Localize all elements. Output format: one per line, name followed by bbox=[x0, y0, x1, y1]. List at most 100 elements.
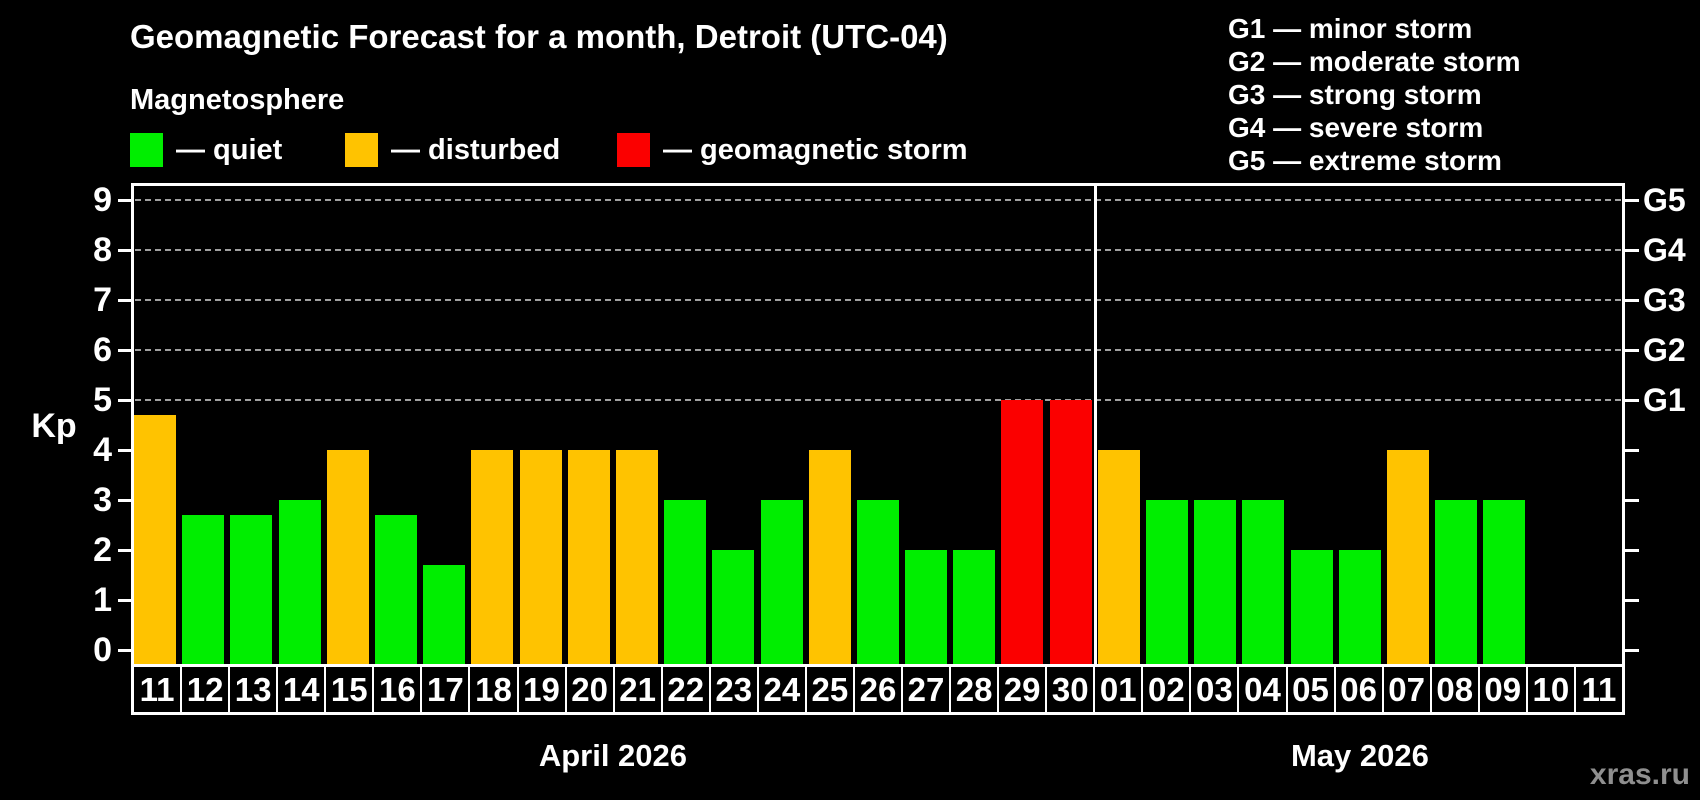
y-tick-right-6 bbox=[1625, 349, 1639, 352]
day-cell-30: 30 bbox=[1047, 667, 1096, 712]
gridline-kp5 bbox=[135, 399, 1621, 401]
g-scale-label-G5: G5 bbox=[1643, 182, 1686, 218]
y-tick-label-4: 4 bbox=[93, 431, 112, 469]
day-cell-16: 16 bbox=[374, 667, 423, 712]
day-cell-02: 02 bbox=[1143, 667, 1192, 712]
day-cell-27: 27 bbox=[903, 667, 952, 712]
bar-day-19 bbox=[520, 450, 562, 664]
bar-day-05 bbox=[1291, 550, 1333, 664]
plot-border bbox=[131, 183, 1625, 667]
y-tick-left-6 bbox=[118, 349, 131, 352]
y-tick-left-2 bbox=[118, 549, 131, 552]
bar-day-29 bbox=[1001, 400, 1043, 664]
storm-scale-legend: G1 — minor storm G2 — moderate storm G3 — … bbox=[1228, 12, 1521, 177]
day-cell-21: 21 bbox=[615, 667, 663, 712]
day-cell-12: 12 bbox=[182, 667, 231, 712]
bar-day-16 bbox=[375, 515, 417, 664]
bar-day-24 bbox=[761, 500, 803, 664]
day-cell-15: 15 bbox=[326, 667, 375, 712]
bar-day-02 bbox=[1146, 500, 1188, 664]
storm-scale-line: G1 — minor storm bbox=[1228, 13, 1473, 44]
bar-day-09 bbox=[1483, 500, 1525, 664]
day-cell-07: 07 bbox=[1384, 667, 1432, 712]
day-cell-26: 26 bbox=[855, 667, 903, 712]
chart-title: Geomagnetic Forecast for a month, Detroi… bbox=[130, 18, 948, 55]
y-tick-right-3 bbox=[1625, 499, 1639, 502]
y-tick-label-8: 8 bbox=[93, 231, 112, 269]
bar-day-22 bbox=[664, 500, 706, 664]
month-divider bbox=[1094, 183, 1097, 664]
y-tick-right-1 bbox=[1625, 599, 1639, 602]
g-scale-label-G4: G4 bbox=[1643, 232, 1686, 268]
bar-day-26 bbox=[857, 500, 899, 664]
bar-day-25 bbox=[809, 450, 851, 664]
gridline-kp8 bbox=[135, 249, 1621, 251]
day-cell-17: 17 bbox=[422, 667, 471, 712]
storm-scale-line: G5 — extreme storm bbox=[1228, 145, 1502, 176]
y-tick-label-9: 9 bbox=[93, 181, 112, 219]
watermark: xras.ru bbox=[1589, 758, 1690, 791]
g-scale-label-G2: G2 bbox=[1643, 332, 1686, 368]
g-scale-label-G1: G1 bbox=[1643, 382, 1686, 418]
y-tick-right-4 bbox=[1625, 449, 1639, 452]
storm-scale-line: G2 — moderate storm bbox=[1228, 46, 1521, 77]
bar-day-07 bbox=[1387, 450, 1429, 664]
day-cell-28: 28 bbox=[951, 667, 1000, 712]
bar-day-06 bbox=[1339, 550, 1381, 664]
bar-day-12 bbox=[182, 515, 224, 664]
y-tick-left-7 bbox=[118, 299, 131, 302]
day-cell-14: 14 bbox=[278, 667, 327, 712]
bar-day-30 bbox=[1050, 400, 1092, 664]
y-tick-right-8 bbox=[1625, 249, 1639, 252]
bar-day-04 bbox=[1242, 500, 1284, 664]
legend-label-disturbed: — disturbed bbox=[391, 134, 561, 166]
bar-day-28 bbox=[953, 550, 995, 664]
y-tick-left-5 bbox=[118, 399, 131, 402]
day-cell-11: 11 bbox=[1581, 671, 1617, 708]
gridline-kp9 bbox=[135, 199, 1621, 201]
kp-axis-label: Kp bbox=[31, 407, 77, 445]
chart-subtitle: Magnetosphere bbox=[130, 84, 345, 116]
y-tick-label-0: 0 bbox=[93, 631, 112, 669]
y-tick-label-3: 3 bbox=[93, 481, 112, 519]
storm-scale-line: G4 — severe storm bbox=[1228, 112, 1484, 143]
day-cell-11: 11 bbox=[134, 667, 183, 712]
gridline-kp7 bbox=[135, 299, 1621, 301]
bar-day-18 bbox=[471, 450, 513, 664]
day-cell-29: 29 bbox=[999, 667, 1048, 712]
bar-day-13 bbox=[230, 515, 272, 664]
legend-label-storm: — geomagnetic storm bbox=[663, 134, 968, 166]
month-label: April 2026 bbox=[538, 738, 688, 773]
day-cell-25: 25 bbox=[807, 667, 855, 712]
bar-day-08 bbox=[1435, 500, 1477, 664]
y-tick-label-5: 5 bbox=[93, 381, 112, 419]
bar-day-17 bbox=[423, 565, 465, 664]
y-tick-label-1: 1 bbox=[93, 581, 112, 619]
day-cell-23: 23 bbox=[711, 667, 759, 712]
day-cell-10: 10 bbox=[1528, 667, 1576, 712]
y-tick-left-8 bbox=[118, 249, 131, 252]
bar-day-23 bbox=[712, 550, 754, 664]
day-cell-06: 06 bbox=[1336, 667, 1384, 712]
storm-scale-line: G3 — strong storm bbox=[1228, 79, 1482, 110]
day-cell-04: 04 bbox=[1239, 667, 1288, 712]
g-scale-label-G3: G3 bbox=[1643, 282, 1686, 318]
day-cell-03: 03 bbox=[1191, 667, 1240, 712]
y-tick-right-7 bbox=[1625, 299, 1639, 302]
day-cell-24: 24 bbox=[759, 667, 807, 712]
legend-label-quiet: — quiet bbox=[176, 134, 283, 166]
month-label: May 2026 bbox=[1290, 738, 1429, 773]
y-tick-left-3 bbox=[118, 499, 131, 502]
bar-day-11 bbox=[134, 415, 176, 664]
bar-day-03 bbox=[1194, 500, 1236, 664]
y-tick-label-6: 6 bbox=[93, 331, 112, 369]
bar-day-20 bbox=[568, 450, 610, 664]
day-cell-01: 01 bbox=[1095, 667, 1144, 712]
y-tick-right-9 bbox=[1625, 199, 1639, 202]
bar-day-15 bbox=[327, 450, 369, 664]
bar-day-27 bbox=[905, 550, 947, 664]
y-tick-right-2 bbox=[1625, 549, 1639, 552]
legend-swatch-quiet bbox=[130, 133, 163, 167]
y-tick-right-0 bbox=[1625, 649, 1639, 652]
